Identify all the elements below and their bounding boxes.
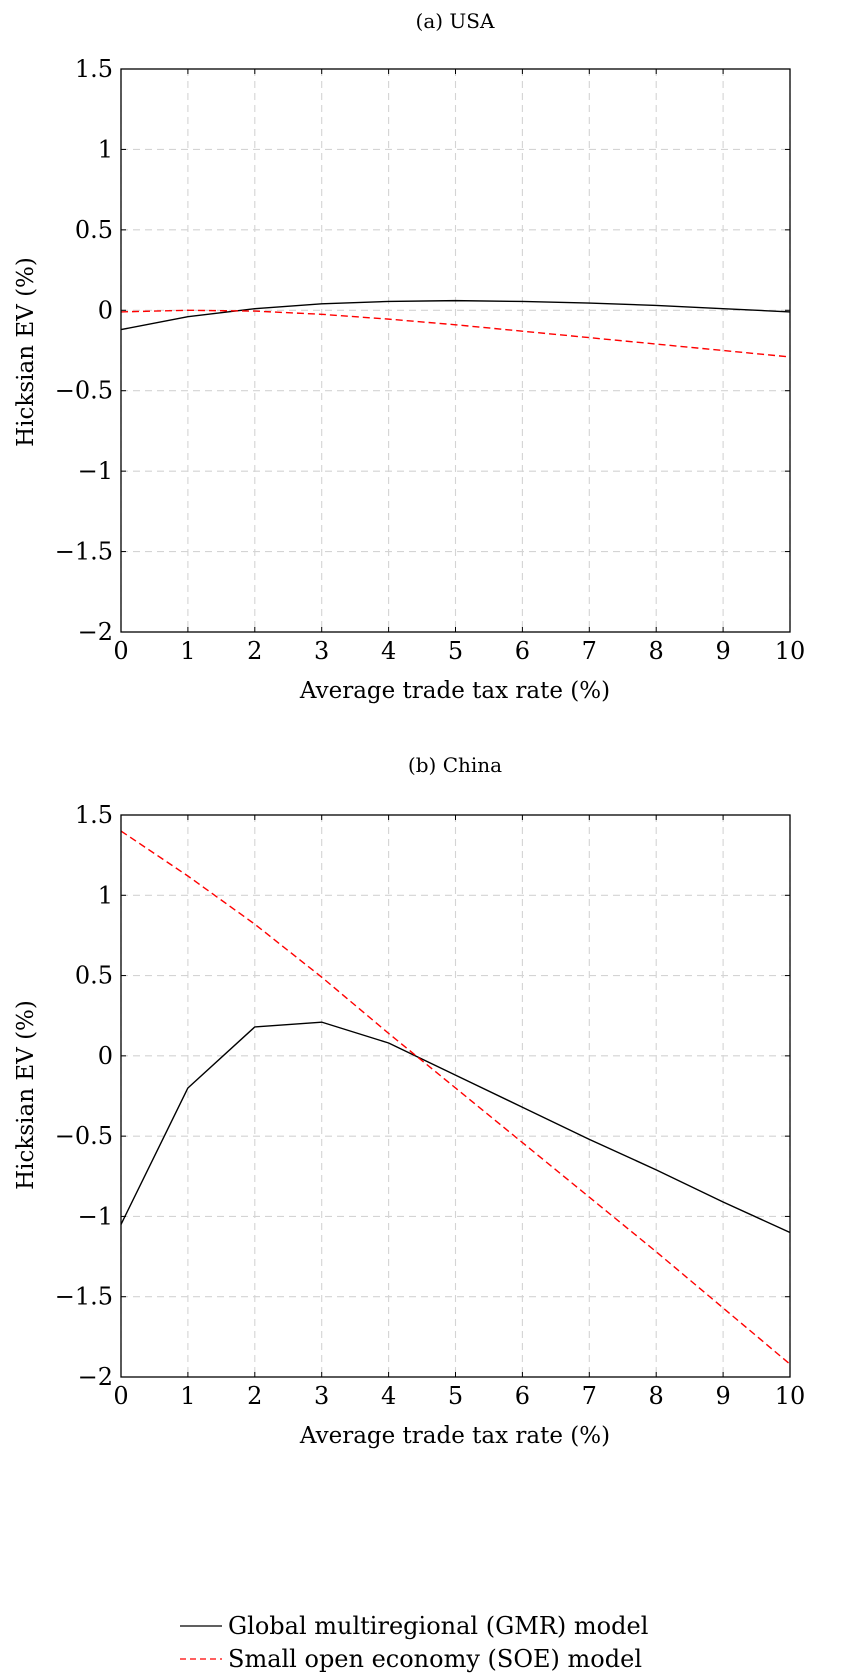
panel-china: (b) China 0 1 2 3 4 5 6 7 8 9 10 −2 −1.5 −1 −0.5 0 0.5 1 1… xyxy=(13,753,805,1449)
ticks: 0 1 2 3 4 5 6 7 8 9 10 −2 −1.5 −1 −0.5 0 0.5 1 1.5 xyxy=(55,55,806,665)
x-tick-label: 10 xyxy=(775,637,806,665)
chart-title: (b) China xyxy=(408,753,502,777)
series-layer xyxy=(120,830,791,1365)
grid xyxy=(120,68,791,633)
x-tick-label: 0 xyxy=(113,1382,128,1410)
series-line-gmr xyxy=(120,1021,791,1234)
y-axis-label: Hicksian EV (%) xyxy=(13,257,39,447)
x-tick-label: 2 xyxy=(247,1382,262,1410)
legend-label-post: ) model xyxy=(551,1645,642,1673)
x-tick-label: 3 xyxy=(314,637,329,665)
x-axis-label: Average trade tax rate (%) xyxy=(299,1423,610,1449)
x-tick-label: 1 xyxy=(180,637,195,665)
y-tick-label: −1 xyxy=(78,1202,113,1230)
x-tick-label: 2 xyxy=(247,637,262,665)
legend-label-abbr: GMR xyxy=(495,1612,558,1640)
y-tick-label: 0 xyxy=(98,296,113,324)
legend-label-pre: Global multiregional ( xyxy=(228,1612,495,1640)
x-axis-label: Average trade tax rate (%) xyxy=(299,678,610,704)
legend-label-post: ) model xyxy=(557,1612,648,1640)
x-tick-label: 0 xyxy=(113,637,128,665)
y-tick-label: −1.5 xyxy=(55,538,113,566)
legend-label-abbr: SOE xyxy=(497,1645,551,1673)
legend: Global multiregional (GMR) model Small o… xyxy=(180,1612,648,1673)
y-tick-label: −2 xyxy=(78,618,113,646)
y-tick-label: −2 xyxy=(78,1363,113,1391)
y-tick-label: −1.5 xyxy=(55,1283,113,1311)
y-tick-label: 1 xyxy=(98,135,113,163)
x-tick-label: 4 xyxy=(381,637,396,665)
x-tick-label: 1 xyxy=(180,1382,195,1410)
y-tick-label: 0.5 xyxy=(75,962,113,990)
x-tick-label: 5 xyxy=(448,1382,463,1410)
series-line-soe xyxy=(120,309,791,358)
y-tick-label: 0.5 xyxy=(75,216,113,244)
x-tick-label: 6 xyxy=(515,637,530,665)
ticks: 0 1 2 3 4 5 6 7 8 9 10 −2 −1.5 −1 −0.5 0 0.5 1 1.5 xyxy=(55,801,806,1410)
legend-label-pre: Small open economy ( xyxy=(228,1645,497,1673)
x-tick-label: 8 xyxy=(649,1382,664,1410)
y-tick-label: 1 xyxy=(98,881,113,909)
y-tick-label: −0.5 xyxy=(55,377,113,405)
legend-label-soe: Small open economy (SOE) model xyxy=(228,1645,642,1673)
x-tick-label: 9 xyxy=(715,1382,730,1410)
x-tick-label: 7 xyxy=(582,1382,597,1410)
y-tick-label: 0 xyxy=(98,1042,113,1070)
y-tick-label: −1 xyxy=(78,457,113,485)
x-tick-label: 4 xyxy=(381,1382,396,1410)
x-tick-label: 5 xyxy=(448,637,463,665)
y-axis-label: Hicksian EV (%) xyxy=(13,1000,39,1190)
x-tick-label: 7 xyxy=(582,637,597,665)
x-tick-label: 3 xyxy=(314,1382,329,1410)
panel-usa: (a) USA 0 1 2 3 4 5 6 7 8 9 10 −2 −1.5 −1 −0.5 0 0.5 1 1.5… xyxy=(13,9,805,704)
y-tick-label: 1.5 xyxy=(75,55,113,83)
x-tick-label: 9 xyxy=(715,637,730,665)
y-tick-label: −0.5 xyxy=(55,1122,113,1150)
x-tick-label: 10 xyxy=(775,1382,806,1410)
x-tick-label: 8 xyxy=(649,637,664,665)
series-line-soe xyxy=(120,830,791,1365)
y-tick-label: 1.5 xyxy=(75,801,113,829)
series-layer xyxy=(120,299,791,358)
x-tick-label: 6 xyxy=(515,1382,530,1410)
chart-title: (a) USA xyxy=(416,9,495,33)
legend-label-gmr: Global multiregional (GMR) model xyxy=(228,1612,648,1640)
